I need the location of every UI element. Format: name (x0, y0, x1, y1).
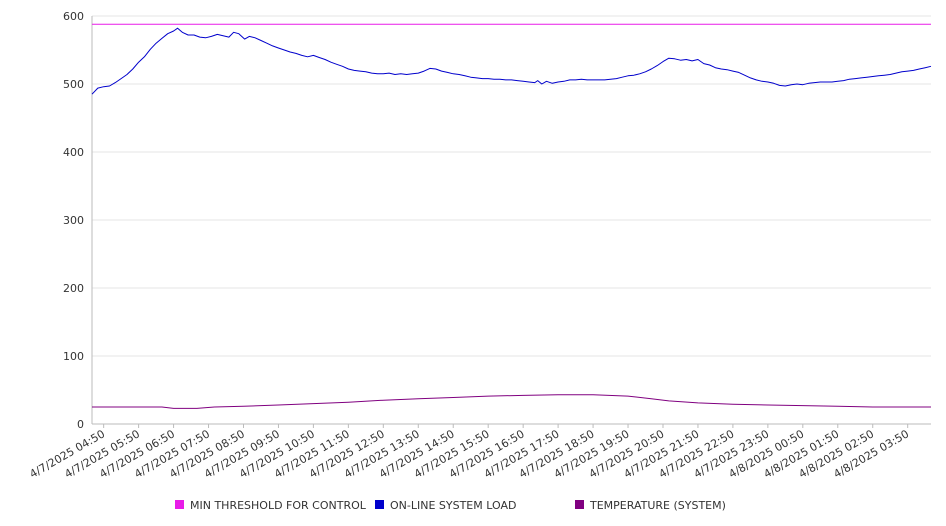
y-tick-label: 200 (63, 282, 84, 295)
y-tick-label: 100 (63, 350, 84, 363)
y-tick-label: 0 (77, 418, 84, 431)
y-tick-label: 400 (63, 146, 84, 159)
grid-lines (92, 15, 931, 357)
legend: MIN THRESHOLD FOR CONTROL ON-LINE SYSTEM … (175, 499, 726, 512)
series-lines (91, 23, 932, 409)
legend-swatch (575, 500, 584, 509)
legend-label: TEMPERATURE (SYSTEM) (589, 499, 726, 512)
legend-swatch (375, 500, 384, 509)
y-tick-label: 300 (63, 214, 84, 227)
y-tick-label: 600 (63, 10, 84, 23)
legend-label: MIN THRESHOLD FOR CONTROL (190, 499, 367, 512)
legend-label: ON-LINE SYSTEM LOAD (390, 499, 516, 512)
series-line-temperature-system (92, 394, 931, 409)
legend-swatch (175, 500, 184, 509)
axes (91, 16, 931, 428)
x-tick-labels: 4/7/2025 04:504/7/2025 05:504/7/2025 06:… (27, 427, 911, 481)
y-tick-label: 500 (63, 78, 84, 91)
y-tick-labels: 0 100 200 300 400 500 600 (63, 10, 84, 431)
series-line-on-line-system-load (91, 27, 932, 95)
